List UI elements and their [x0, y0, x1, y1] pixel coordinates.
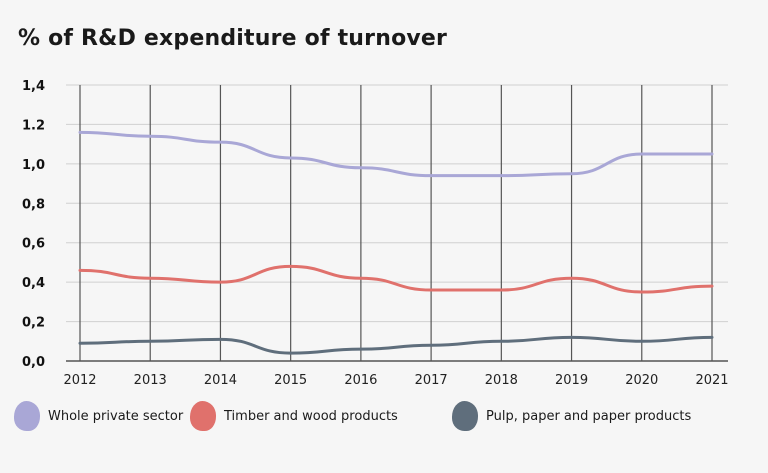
legend-item: Whole private sector [14, 398, 183, 434]
y-tick-label: 1,0 [22, 158, 45, 173]
series-line-1 [78, 264, 714, 294]
legend-item: Pulp, paper and paper products [452, 398, 691, 434]
y-tick-label: 0,6 [22, 237, 45, 252]
y-tick-label: 0,2 [22, 316, 45, 331]
legend-label: Whole private sector [48, 408, 184, 424]
x-tick-label: 2016 [344, 373, 377, 388]
legend-swatch [190, 401, 216, 431]
legend: Whole private sector Timber and wood prod… [14, 398, 754, 438]
x-tick-label: 2018 [485, 373, 518, 388]
legend-swatch [14, 401, 40, 431]
y-tick-label: 0,8 [22, 197, 45, 212]
chart-title: % of R&D expenditure of turnover [18, 26, 448, 51]
line-chart: 0,0 0,2 0,4 0,6 0,8 1,0 1.2 1,4 2012 2013 2014 2015… [22, 79, 729, 388]
legend-item: Timber and wood products [190, 398, 398, 434]
series-line-2 [78, 335, 714, 355]
x-tick-label: 2014 [204, 373, 237, 388]
x-tick-label: 2021 [695, 373, 728, 388]
y-tick-label: 0,0 [22, 355, 45, 370]
y-tick-label: 0,4 [22, 276, 45, 291]
legend-label: Timber and wood products [224, 408, 398, 424]
x-tick-label: 2020 [625, 373, 658, 388]
series-line-0 [78, 130, 714, 178]
legend-label: Pulp, paper and paper products [486, 408, 692, 424]
x-tick-label: 2017 [415, 373, 448, 388]
x-tick-label: 2013 [134, 373, 167, 388]
x-tick-label: 2015 [274, 373, 307, 388]
y-tick-label: 1.2 [22, 118, 45, 133]
x-tick-label: 2019 [555, 373, 588, 388]
x-tick-label: 2012 [63, 373, 96, 388]
legend-swatch [452, 401, 478, 431]
y-tick-label: 1,4 [22, 79, 45, 94]
